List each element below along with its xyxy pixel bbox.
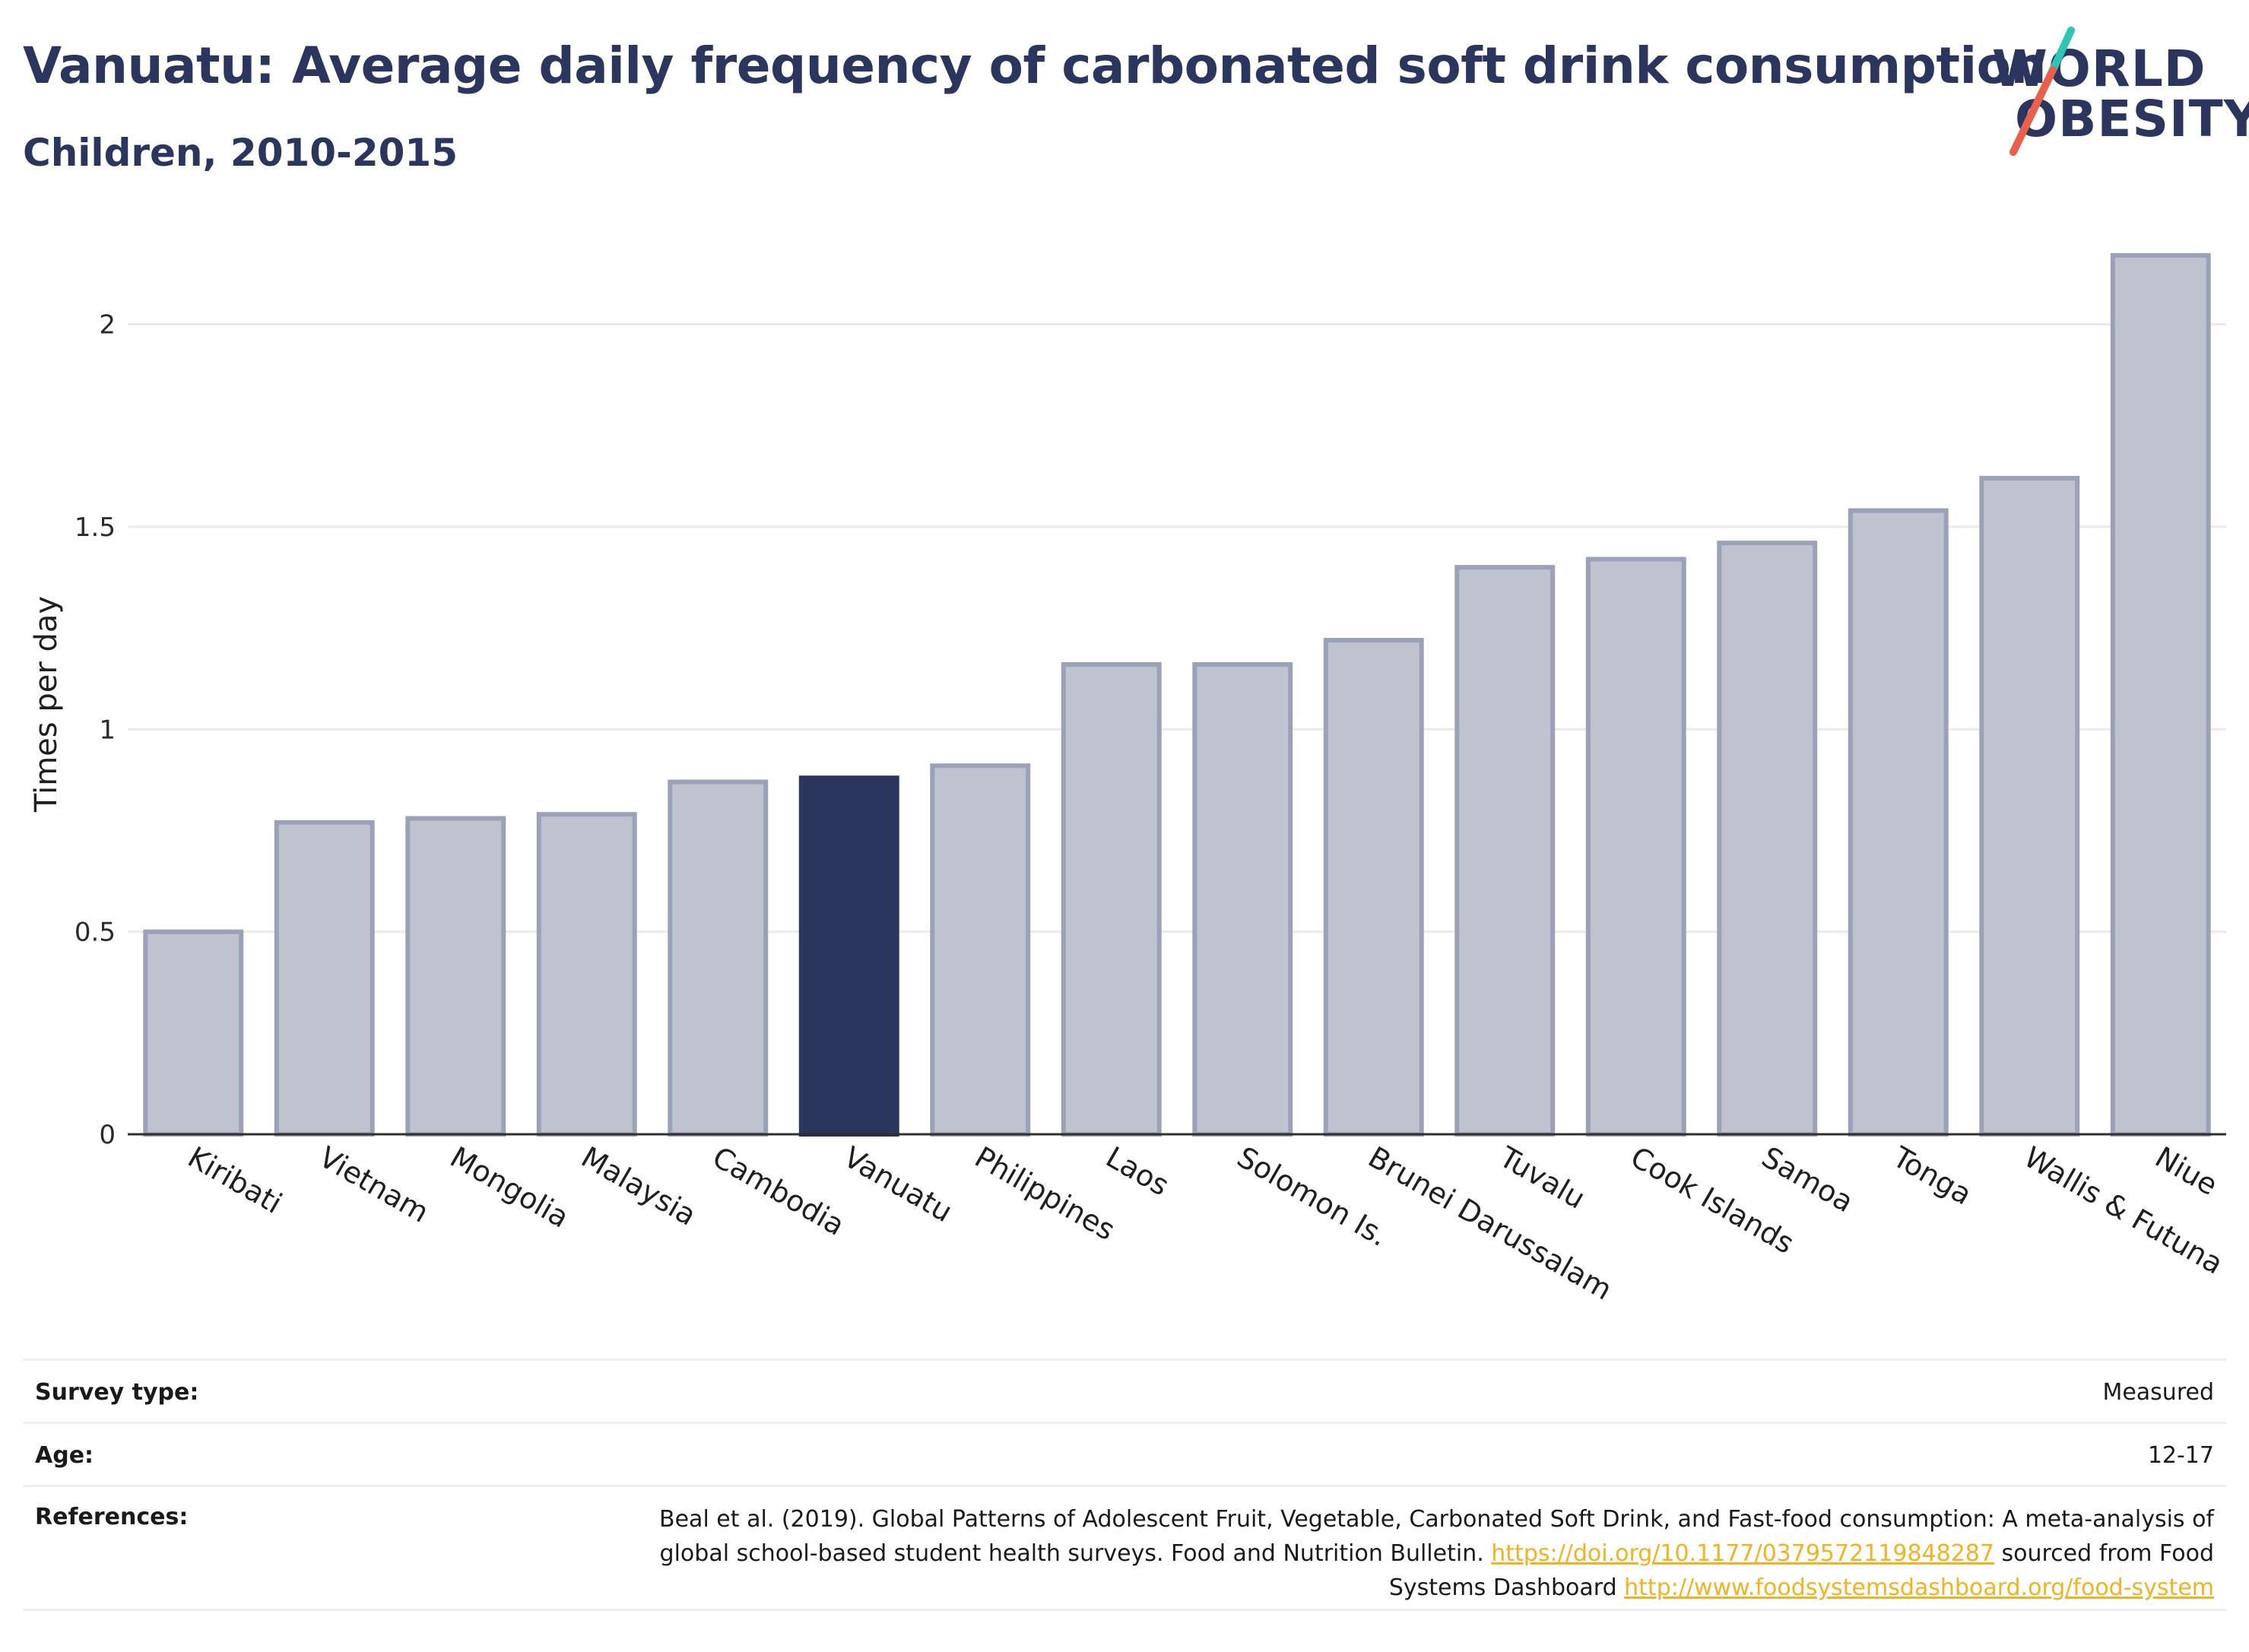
x-tick-label: Tuvalu bbox=[1493, 1140, 1591, 1216]
bar-brunei-darussalam bbox=[1323, 638, 1424, 1137]
bar-cambodia bbox=[668, 779, 769, 1137]
reference-text: Beal et al. (2019). Global Patterns of A… bbox=[659, 1506, 2214, 1567]
bar-solomon-is- bbox=[1192, 662, 1293, 1137]
x-tick-label: Brunei Darussalam bbox=[1362, 1140, 1617, 1307]
bar-wallis-futuna bbox=[1979, 475, 2080, 1137]
chart-title: Vanuatu: Average daily frequency of carb… bbox=[23, 36, 2046, 95]
dashboard-link[interactable]: http://www.foodsystemsdashboard.org/food… bbox=[1624, 1574, 2214, 1601]
x-tick-label: Mongolia bbox=[445, 1140, 575, 1235]
references-label: References: bbox=[35, 1504, 189, 1530]
reference-source-text: sourced from Food Systems Dashboard bbox=[1388, 1540, 2214, 1601]
logo-slash-icon bbox=[2010, 27, 2075, 156]
x-tick-label: Cambodia bbox=[707, 1140, 850, 1242]
references-value: Beal et al. (2019). Global Patterns of A… bbox=[655, 1502, 2214, 1605]
y-tick-label: 1.5 bbox=[75, 512, 116, 543]
y-axis-label: Times per day bbox=[29, 596, 64, 813]
bar-tuvalu bbox=[1454, 565, 1556, 1137]
x-tick-label: Samoa bbox=[1756, 1140, 1859, 1219]
bar-chart: 0 0.5 1 1.5 2 Kiribati Vietnam Mongolia Malaysi… bbox=[29, 252, 2229, 1307]
logo-word-world: WORLD bbox=[1992, 40, 2206, 98]
y-tick-label: 2 bbox=[99, 310, 116, 341]
survey-type-label: Survey type: bbox=[35, 1379, 199, 1406]
logo-word-obesity: OBESITY bbox=[2015, 90, 2249, 148]
doi-link[interactable]: https://doi.org/10.1177/0379572119848287 bbox=[1491, 1540, 1994, 1567]
x-tick-label: Kiribati bbox=[182, 1140, 288, 1220]
x-tick-label: Vietnam bbox=[313, 1140, 434, 1229]
bar-kiribati bbox=[143, 929, 244, 1137]
y-tick-label: 0.5 bbox=[75, 918, 116, 948]
bar-samoa bbox=[1717, 541, 1818, 1137]
bar-cook-islands bbox=[1585, 556, 1686, 1137]
y-tick-labels: 0 0.5 1 1.5 2 bbox=[75, 310, 116, 1150]
bar-malaysia bbox=[536, 812, 637, 1137]
x-tick-label: Malaysia bbox=[576, 1140, 702, 1232]
x-tick-label: Vanuatu bbox=[838, 1140, 958, 1229]
bar-tonga bbox=[1848, 508, 1949, 1137]
info-row-references: References: Beal et al. (2019). Global P… bbox=[23, 1485, 2226, 1611]
bar-vanuatu bbox=[798, 775, 899, 1137]
bar-niue bbox=[2110, 252, 2211, 1137]
chart-subtitle: Children, 2010-2015 bbox=[23, 131, 458, 175]
bar-laos bbox=[1061, 662, 1162, 1137]
info-row-age: Age: 12-17 bbox=[23, 1422, 2226, 1485]
x-tick-label: Laos bbox=[1100, 1140, 1175, 1203]
age-value: 12-17 bbox=[2147, 1442, 2214, 1469]
bar-vietnam bbox=[274, 820, 375, 1137]
y-tick-label: 1 bbox=[99, 715, 116, 745]
info-table: Survey type: Measured Age: 12-17 Referen… bbox=[23, 1359, 2226, 1611]
age-label: Age: bbox=[35, 1442, 94, 1469]
bar-mongolia bbox=[405, 816, 506, 1137]
info-row-survey: Survey type: Measured bbox=[23, 1359, 2226, 1422]
x-tick-label: Niue bbox=[2149, 1140, 2223, 1202]
bars bbox=[143, 252, 2211, 1137]
y-tick-label: 0 bbox=[99, 1120, 116, 1150]
bar-philippines bbox=[930, 763, 1031, 1137]
survey-type-value: Measured bbox=[2102, 1379, 2214, 1406]
x-tick-label: Philippines bbox=[969, 1140, 1121, 1247]
world-obesity-logo: WORLD OBESITY bbox=[1992, 23, 2249, 160]
x-tick-label: Tonga bbox=[1886, 1140, 1977, 1211]
x-tick-labels: Kiribati Vietnam Mongolia Malaysia CambodiaV… bbox=[182, 1140, 2229, 1307]
